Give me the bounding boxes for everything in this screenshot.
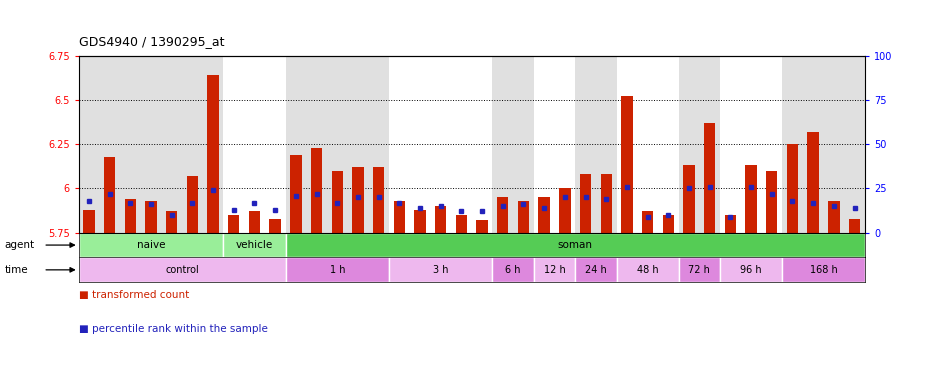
- Bar: [518, 201, 529, 233]
- Bar: [286, 233, 865, 257]
- Bar: [684, 166, 695, 233]
- Text: vehicle: vehicle: [236, 240, 273, 250]
- Bar: [575, 56, 617, 233]
- Bar: [617, 257, 679, 282]
- Text: agent: agent: [5, 240, 35, 250]
- Bar: [125, 199, 136, 233]
- Text: soman: soman: [558, 240, 593, 250]
- Bar: [79, 257, 286, 282]
- Bar: [560, 189, 571, 233]
- Bar: [269, 218, 281, 233]
- Text: GDS4940 / 1390295_at: GDS4940 / 1390295_at: [79, 35, 224, 48]
- Text: 12 h: 12 h: [544, 265, 565, 275]
- Bar: [492, 257, 534, 282]
- Text: naive: naive: [137, 240, 166, 250]
- Bar: [600, 174, 612, 233]
- Bar: [331, 171, 343, 233]
- Bar: [476, 220, 487, 233]
- Bar: [145, 201, 156, 233]
- Text: ■ percentile rank within the sample: ■ percentile rank within the sample: [79, 324, 267, 334]
- Bar: [622, 96, 633, 233]
- Bar: [286, 56, 389, 233]
- Bar: [373, 167, 384, 233]
- Bar: [104, 157, 116, 233]
- Text: 72 h: 72 h: [688, 265, 710, 275]
- Bar: [79, 56, 224, 233]
- Text: 96 h: 96 h: [740, 265, 762, 275]
- Bar: [538, 197, 549, 233]
- Bar: [311, 148, 322, 233]
- Bar: [79, 233, 224, 257]
- Bar: [456, 215, 467, 233]
- Bar: [166, 212, 178, 233]
- Text: 24 h: 24 h: [585, 265, 607, 275]
- Bar: [187, 176, 198, 233]
- Bar: [704, 123, 715, 233]
- Bar: [534, 56, 575, 233]
- Bar: [828, 201, 840, 233]
- Bar: [249, 212, 260, 233]
- Text: 1 h: 1 h: [329, 265, 345, 275]
- Bar: [679, 257, 720, 282]
- Bar: [497, 197, 509, 233]
- Bar: [389, 257, 492, 282]
- Text: 3 h: 3 h: [433, 265, 449, 275]
- Bar: [849, 218, 860, 233]
- Bar: [575, 257, 617, 282]
- Bar: [720, 56, 783, 233]
- Bar: [286, 257, 389, 282]
- Bar: [617, 56, 679, 233]
- Bar: [783, 257, 865, 282]
- Bar: [224, 233, 286, 257]
- Bar: [83, 210, 94, 233]
- Bar: [394, 201, 405, 233]
- Bar: [435, 206, 447, 233]
- Bar: [787, 144, 798, 233]
- Bar: [783, 56, 865, 233]
- Bar: [724, 215, 736, 233]
- Bar: [720, 257, 783, 282]
- Text: control: control: [166, 265, 199, 275]
- Bar: [766, 171, 777, 233]
- Bar: [534, 257, 575, 282]
- Text: 6 h: 6 h: [505, 265, 521, 275]
- Bar: [808, 132, 819, 233]
- Bar: [662, 215, 674, 233]
- Text: 48 h: 48 h: [636, 265, 659, 275]
- Bar: [746, 166, 757, 233]
- Bar: [207, 75, 219, 233]
- Text: ■ transformed count: ■ transformed count: [79, 290, 189, 300]
- Bar: [389, 56, 492, 233]
- Text: time: time: [5, 265, 29, 275]
- Bar: [228, 215, 240, 233]
- Bar: [492, 56, 534, 233]
- Bar: [414, 210, 426, 233]
- Text: 168 h: 168 h: [809, 265, 837, 275]
- Bar: [352, 167, 364, 233]
- Bar: [642, 212, 653, 233]
- Bar: [290, 155, 302, 233]
- Bar: [679, 56, 720, 233]
- Bar: [580, 174, 591, 233]
- Bar: [224, 56, 286, 233]
